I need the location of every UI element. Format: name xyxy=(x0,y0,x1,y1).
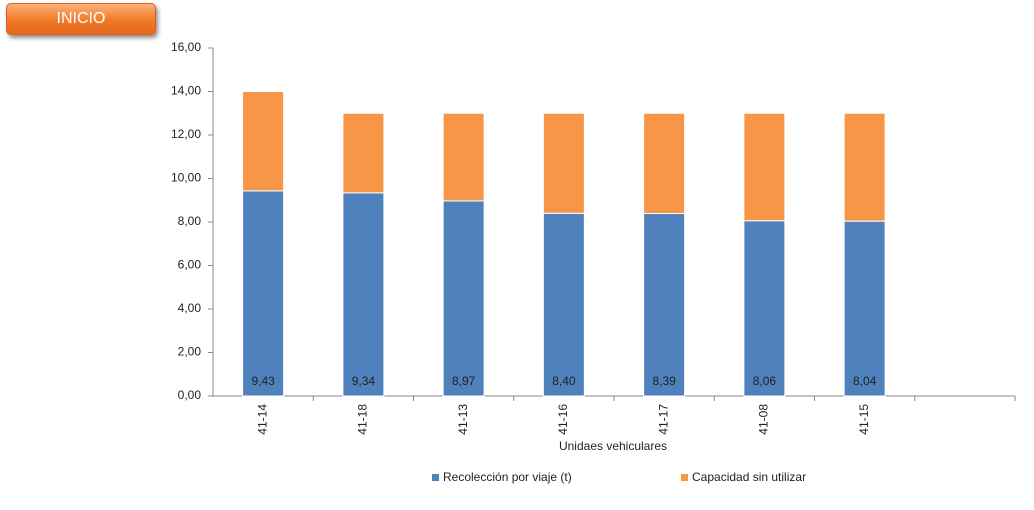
y-tick-label: 8,00 xyxy=(178,214,202,228)
value-label: 9,43 xyxy=(251,374,275,388)
y-tick-label: 10,00 xyxy=(171,171,201,185)
x-tick-label: 41-13 xyxy=(456,404,470,435)
value-label: 8,39 xyxy=(652,374,676,388)
y-tick-label: 16,00 xyxy=(171,40,201,54)
bar-segment xyxy=(442,200,485,397)
value-label: 8,97 xyxy=(452,374,476,388)
x-tick-label: 41-16 xyxy=(556,404,570,435)
bar-segment xyxy=(542,112,585,214)
bar-segment xyxy=(843,220,886,397)
bar-segment xyxy=(542,212,585,397)
bar-segment xyxy=(342,192,385,397)
value-label: 9,34 xyxy=(352,374,376,388)
y-tick-label: 6,00 xyxy=(178,258,202,272)
bar-segment xyxy=(743,112,786,222)
x-tick-label: 41-17 xyxy=(656,404,670,435)
legend-swatch xyxy=(432,474,439,481)
x-tick-label: 41-08 xyxy=(757,404,771,435)
legend-label: Capacidad sin utilizar xyxy=(692,470,806,484)
x-tick-label: 41-18 xyxy=(356,404,370,435)
bar-segment xyxy=(843,112,886,222)
bar-segment xyxy=(442,112,485,202)
y-tick-label: 0,00 xyxy=(178,388,202,402)
bar-segment xyxy=(643,112,686,215)
value-label: 8,06 xyxy=(753,374,777,388)
x-axis-title: Unidaes vehiculares xyxy=(559,439,667,453)
bar-segment xyxy=(643,213,686,397)
bar-segment xyxy=(242,91,285,192)
bar-segment xyxy=(743,220,786,397)
value-label: 8,40 xyxy=(552,374,576,388)
y-tick-label: 4,00 xyxy=(178,301,202,315)
bar-segment xyxy=(242,190,285,397)
legend-swatch xyxy=(681,474,688,481)
x-tick-label: 41-14 xyxy=(255,404,269,435)
inicio-button[interactable]: INICIO xyxy=(6,3,156,35)
legend-label: Recolección por viaje (t) xyxy=(443,470,572,484)
y-tick-label: 2,00 xyxy=(178,345,202,359)
y-tick-label: 12,00 xyxy=(171,127,201,141)
bar-segment xyxy=(342,112,385,194)
y-tick-label: 14,00 xyxy=(171,84,201,98)
x-tick-label: 41-15 xyxy=(857,404,871,435)
value-label: 8,04 xyxy=(853,374,877,388)
